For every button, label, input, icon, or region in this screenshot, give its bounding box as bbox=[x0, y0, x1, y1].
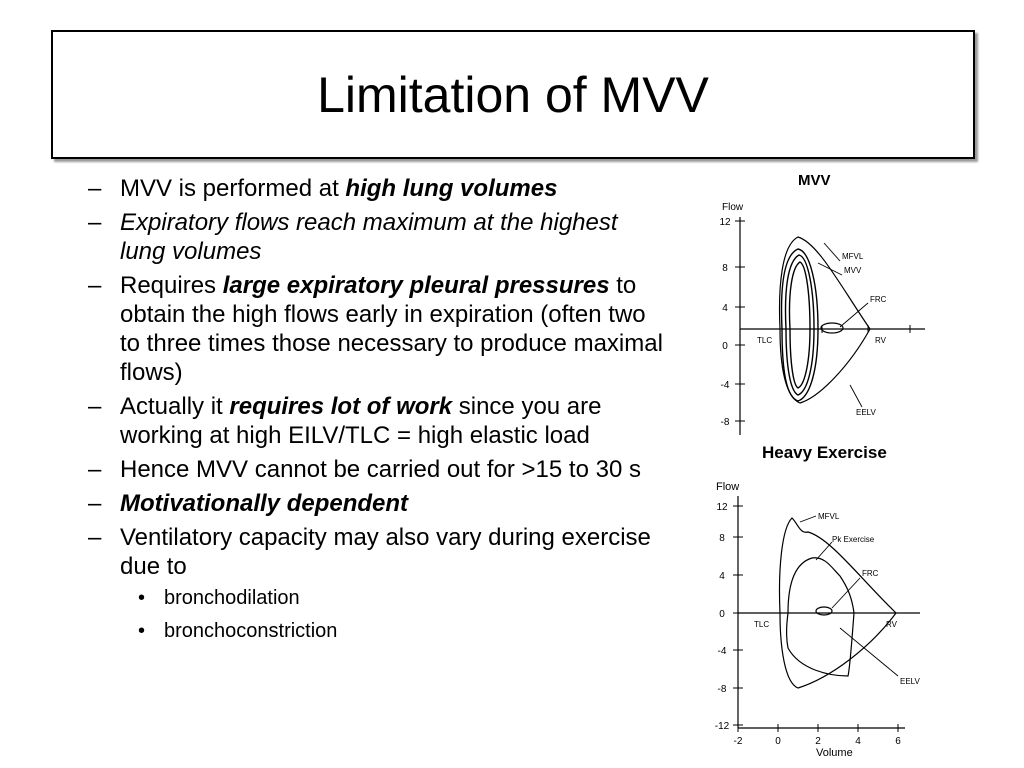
bullet-text: large expiratory pleural pressures bbox=[222, 272, 610, 299]
exercise-x-tick-label: -2 bbox=[734, 736, 743, 747]
mvv-loop-mid bbox=[784, 254, 815, 396]
mvv-label-frc: FRC bbox=[870, 295, 887, 304]
bullet-text: Requires bbox=[120, 272, 223, 299]
mvv-loop-inner bbox=[788, 261, 811, 389]
exercise-tidal-loop bbox=[815, 606, 833, 616]
mvv-y-tick-label: 4 bbox=[722, 303, 728, 314]
bullet-list: MVV is performed at high lung volumes Exp… bbox=[88, 174, 668, 651]
bullet-item: Motivationally dependent bbox=[88, 489, 668, 518]
bullet-item: Expiratory flows reach maximum at the hi… bbox=[88, 208, 668, 266]
exercise-y-axis-label: Flow bbox=[716, 481, 739, 493]
exercise-x-axis-label: Volume bbox=[816, 747, 853, 759]
bullet-item: Requires large expiratory pleural pressu… bbox=[88, 271, 668, 387]
exercise-y-tick-label: -12 bbox=[715, 721, 730, 732]
exercise-y-tick-label: 8 bbox=[719, 533, 725, 544]
exercise-mfvl-loop bbox=[778, 517, 897, 689]
exercise-x-tick-label: 2 bbox=[815, 736, 821, 747]
exercise-y-tick-label: 12 bbox=[716, 502, 728, 513]
mvv-label-mfvl: MFVL bbox=[842, 252, 864, 261]
bullet-text: Actually it bbox=[120, 393, 230, 420]
exercise-label-rv: RV bbox=[886, 620, 898, 629]
mvv-tidal-loop bbox=[820, 322, 844, 334]
mvv-y-tick-label: 8 bbox=[722, 263, 728, 274]
mvv-label-mvv: MVV bbox=[844, 266, 862, 275]
exercise-figure-title: Heavy Exercise bbox=[762, 443, 887, 462]
bullet-text: Ventilatory capacity may also vary durin… bbox=[120, 524, 651, 580]
slide-title: Limitation of MVV bbox=[317, 66, 709, 123]
bullet-item: Actually it requires lot of work since y… bbox=[88, 392, 668, 450]
mvv-figure-title: MVV bbox=[798, 172, 831, 189]
exercise-x-tick-label: 4 bbox=[855, 736, 861, 747]
exercise-x-tick-label: 0 bbox=[775, 736, 781, 747]
mvv-y-tick-label: 0 bbox=[722, 341, 728, 352]
exercise-label-mfvl: MFVL bbox=[818, 512, 840, 521]
mvv-label-rv: RV bbox=[875, 336, 887, 345]
exercise-y-tick-label: 0 bbox=[719, 609, 725, 620]
mvv-loop-outer bbox=[780, 248, 819, 402]
exercise-label-tlc: TLC bbox=[754, 620, 769, 629]
sub-bullet-item: bronchodilation bbox=[138, 585, 668, 611]
exercise-label-pk: Pk Exercise bbox=[832, 535, 875, 544]
bullet-text: high lung volumes bbox=[345, 175, 558, 202]
bullet-item: Hence MVV cannot be carried out for >15 … bbox=[88, 455, 668, 484]
mvv-label-tlc: TLC bbox=[757, 336, 772, 345]
exercise-y-tick-label: -4 bbox=[718, 646, 727, 657]
bullet-text: Hence MVV cannot be carried out for >15 … bbox=[120, 456, 641, 483]
title-box: Limitation of MVV bbox=[51, 30, 975, 159]
sub-bullet-item: bronchoconstriction bbox=[138, 618, 668, 644]
mvv-y-tick-label: 12 bbox=[719, 217, 731, 228]
bullet-text: Expiratory flows reach maximum at the hi… bbox=[120, 209, 618, 265]
exercise-y-tick-label: -8 bbox=[718, 684, 727, 695]
mvv-flow-volume-figure: MVV Flow 12 8 4 0 -4 -8 MFVL MVV FRC TLC RV E… bbox=[719, 172, 925, 435]
bullet-text: Motivationally dependent bbox=[120, 490, 409, 517]
bullet-text: MVV is performed at bbox=[120, 175, 346, 202]
bullet-item: Ventilatory capacity may also vary durin… bbox=[88, 523, 668, 644]
exercise-pk-loop bbox=[785, 557, 855, 677]
exercise-label-frc: FRC bbox=[862, 569, 879, 578]
bullet-text: to obtain the high flows early in expira… bbox=[120, 272, 663, 386]
exercise-y-tick-label: 4 bbox=[719, 571, 725, 582]
mvv-y-tick-label: -8 bbox=[721, 417, 730, 428]
bullet-text: requires lot of work bbox=[229, 393, 453, 420]
mvv-y-tick-label: -4 bbox=[721, 380, 730, 391]
bullet-item: MVV is performed at high lung volumes bbox=[88, 174, 668, 203]
sub-bullet-list: bronchodilation bronchoconstriction bbox=[120, 585, 668, 644]
exercise-x-tick-label: 6 bbox=[895, 736, 901, 747]
mvv-y-axis-label: Flow bbox=[722, 202, 744, 213]
exercise-label-eelv: EELV bbox=[900, 677, 921, 686]
mvv-label-eelv: EELV bbox=[856, 408, 877, 417]
bullet-text: since you are working at high EILV/TLC =… bbox=[120, 393, 602, 449]
